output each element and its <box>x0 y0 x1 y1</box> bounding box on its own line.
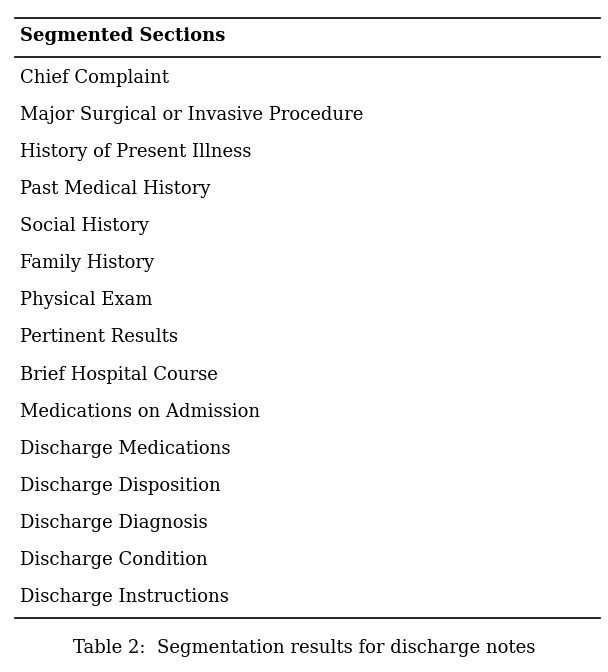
Text: Segmented Sections: Segmented Sections <box>20 27 226 45</box>
Text: Chief Complaint: Chief Complaint <box>20 69 169 87</box>
Text: Brief Hospital Course: Brief Hospital Course <box>20 366 218 384</box>
Text: Major Surgical or Invasive Procedure: Major Surgical or Invasive Procedure <box>20 106 364 124</box>
Text: Past Medical History: Past Medical History <box>20 180 210 198</box>
Text: Family History: Family History <box>20 254 154 272</box>
Text: Discharge Diagnosis: Discharge Diagnosis <box>20 514 207 532</box>
Text: Discharge Medications: Discharge Medications <box>20 440 230 458</box>
Text: Social History: Social History <box>20 217 149 235</box>
Text: Discharge Disposition: Discharge Disposition <box>20 477 221 495</box>
Text: Pertinent Results: Pertinent Results <box>20 329 178 347</box>
Text: Discharge Condition: Discharge Condition <box>20 551 208 569</box>
Text: Physical Exam: Physical Exam <box>20 292 153 309</box>
Text: History of Present Illness: History of Present Illness <box>20 143 251 161</box>
Text: Medications on Admission: Medications on Admission <box>20 403 260 421</box>
Text: Table 2:  Segmentation results for discharge notes: Table 2: Segmentation results for discha… <box>73 639 535 657</box>
Text: Discharge Instructions: Discharge Instructions <box>20 589 229 606</box>
